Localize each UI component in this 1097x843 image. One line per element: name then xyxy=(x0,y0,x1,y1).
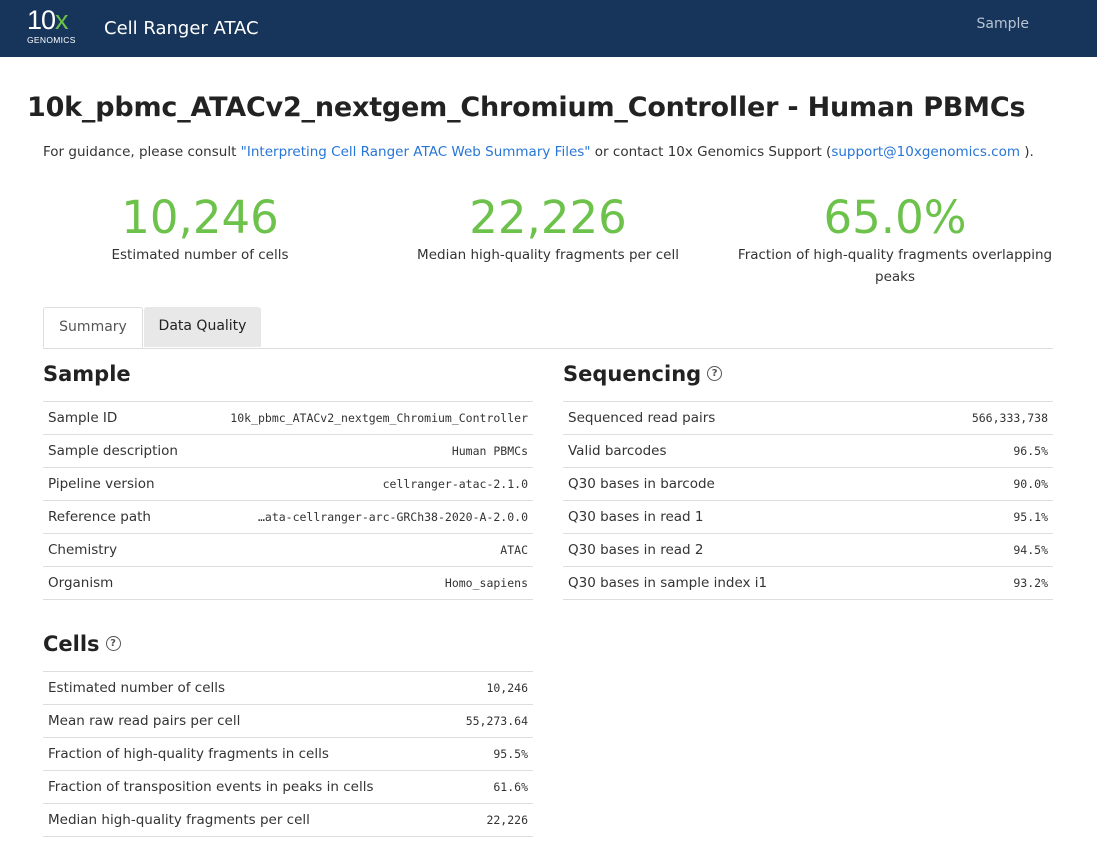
cells-section: Cells? Estimated number of cells 10,246 Me… xyxy=(43,627,533,837)
guidance-mid: or contact 10x Genomics Support ( xyxy=(590,144,832,160)
table-row: Sequenced read pairs 566,333,738 xyxy=(563,401,1053,435)
row-key: Q30 bases in sample index i1 xyxy=(568,575,768,591)
row-key: Median high-quality fragments per cell xyxy=(48,812,310,828)
row-value: 95.5% xyxy=(493,747,528,761)
row-value: 96.5% xyxy=(1013,444,1048,458)
table-row: Fraction of transposition events in peak… xyxy=(43,770,533,804)
row-value: 94.5% xyxy=(1013,543,1048,557)
row-key: Pipeline version xyxy=(48,476,155,492)
metric-value: 65.0% xyxy=(823,191,967,244)
table-row: Fraction of high-quality fragments in ce… xyxy=(43,737,533,771)
guidance-prefix: For guidance, please consult xyxy=(43,144,241,160)
table-row: Q30 bases in read 1 95.1% xyxy=(563,500,1053,534)
table-row: Sample ID 10k_pbmc_ATACv2_nextgem_Chromiu… xyxy=(43,401,533,435)
10x-genomics-logo[interactable]: 10x GENOMICS xyxy=(27,7,83,47)
row-key: Fraction of high-quality fragments in ce… xyxy=(48,746,329,762)
table-row: Mean raw read pairs per cell 55,273.64 xyxy=(43,704,533,738)
nav-sample-link[interactable]: Sample xyxy=(976,16,1030,32)
row-value: ATAC xyxy=(500,543,528,557)
row-value: …ata-cellranger-arc-GRCh38-2020-A-2.0.0 xyxy=(257,510,528,524)
logo-x: x xyxy=(55,5,68,35)
row-key: Q30 bases in read 1 xyxy=(568,509,704,525)
row-key: Valid barcodes xyxy=(568,443,667,459)
row-value: 10k_pbmc_ATACv2_nextgem_Chromium_Control… xyxy=(230,411,528,425)
table-row: Organism Homo_sapiens xyxy=(43,566,533,600)
table-row: Chemistry ATAC xyxy=(43,533,533,567)
row-key: Reference path xyxy=(48,509,151,525)
sequencing-section: Sequencing? Sequenced read pairs 566,333,… xyxy=(563,357,1053,600)
section-title: Cells xyxy=(43,632,100,656)
row-key: Organism xyxy=(48,575,114,591)
metric-value: 10,246 xyxy=(121,191,279,244)
logo-genomics-text: GENOMICS xyxy=(27,35,76,45)
help-icon[interactable]: ? xyxy=(105,635,121,651)
section-title: Sequencing xyxy=(563,362,702,386)
row-key: Q30 bases in barcode xyxy=(568,476,715,492)
row-value: Homo_sapiens xyxy=(444,576,528,590)
table-row: Q30 bases in sample index i1 93.2% xyxy=(563,566,1053,600)
sample-table: Sample ID 10k_pbmc_ATACv2_nextgem_Chromiu… xyxy=(43,401,533,600)
row-value: 55,273.64 xyxy=(465,714,528,728)
row-value: 22,226 xyxy=(486,813,528,827)
tab-summary[interactable]: Summary xyxy=(43,307,143,348)
row-key: Sample description xyxy=(48,443,178,459)
row-value: 95.1% xyxy=(1013,510,1048,524)
top-navbar: 10x GENOMICS Cell Ranger ATAC Sample xyxy=(0,0,1097,57)
metric-label: Median high-quality fragments per cell xyxy=(417,247,679,263)
page-title: 10k_pbmc_ATACv2_nextgem_Chromium_Control… xyxy=(27,92,1026,123)
guidance-doc-link[interactable]: "Interpreting Cell Ranger ATAC Web Summa… xyxy=(240,144,591,160)
sequencing-table: Sequenced read pairs 566,333,738 Valid bar… xyxy=(563,401,1053,600)
row-value: 10,246 xyxy=(486,681,528,695)
row-key: Estimated number of cells xyxy=(48,680,226,696)
row-key: Sequenced read pairs xyxy=(568,410,716,426)
logo-digits: 10 xyxy=(27,5,56,35)
guidance-suffix: ). xyxy=(1020,144,1034,160)
tab-data-quality[interactable]: Data Quality xyxy=(144,307,261,347)
metric-label: Fraction of high-quality fragments overl… xyxy=(737,247,1053,285)
metric-label: Estimated number of cells xyxy=(111,247,289,263)
row-value: cellranger-atac-2.1.0 xyxy=(382,477,528,491)
guidance-text: For guidance, please consult "Interpreti… xyxy=(43,144,1034,160)
table-row: Reference path …ata-cellranger-arc-GRCh38… xyxy=(43,500,533,534)
table-row: Sample description Human PBMCs xyxy=(43,434,533,468)
row-value: 61.6% xyxy=(493,780,528,794)
sample-section: Sample Sample ID 10k_pbmc_ATACv2_nextgem_… xyxy=(43,357,533,600)
metric-fraction-peaks: 65.0% Fraction of high-quality fragments… xyxy=(730,192,1060,288)
metric-median-fragments: 22,226 Median high-quality fragments per… xyxy=(398,192,698,266)
section-title: Sample xyxy=(43,362,131,386)
row-key: Q30 bases in read 2 xyxy=(568,542,704,558)
help-icon[interactable]: ? xyxy=(707,365,723,381)
table-row: Estimated number of cells 10,246 xyxy=(43,671,533,705)
row-key: Mean raw read pairs per cell xyxy=(48,713,241,729)
metric-estimated-cells: 10,246 Estimated number of cells xyxy=(100,192,300,266)
row-key: Sample ID xyxy=(48,410,118,426)
row-key: Fraction of transposition events in peak… xyxy=(48,779,374,795)
tab-bar: Summary Data Quality xyxy=(43,307,1053,349)
row-key: Chemistry xyxy=(48,542,118,558)
support-email-link[interactable]: support@10xgenomics.com xyxy=(831,144,1020,160)
metric-value: 22,226 xyxy=(469,191,627,244)
row-value: 93.2% xyxy=(1013,576,1048,590)
table-row: Q30 bases in barcode 90.0% xyxy=(563,467,1053,501)
app-title: Cell Ranger ATAC xyxy=(104,18,259,39)
row-value: Human PBMCs xyxy=(451,444,528,458)
table-row: Pipeline version cellranger-atac-2.1.0 xyxy=(43,467,533,501)
table-row: Q30 bases in read 2 94.5% xyxy=(563,533,1053,567)
row-value: 90.0% xyxy=(1013,477,1048,491)
table-row: Median high-quality fragments per cell 22… xyxy=(43,803,533,837)
row-value: 566,333,738 xyxy=(971,411,1048,425)
cells-table: Estimated number of cells 10,246 Mean raw … xyxy=(43,671,533,837)
table-row: Valid barcodes 96.5% xyxy=(563,434,1053,468)
